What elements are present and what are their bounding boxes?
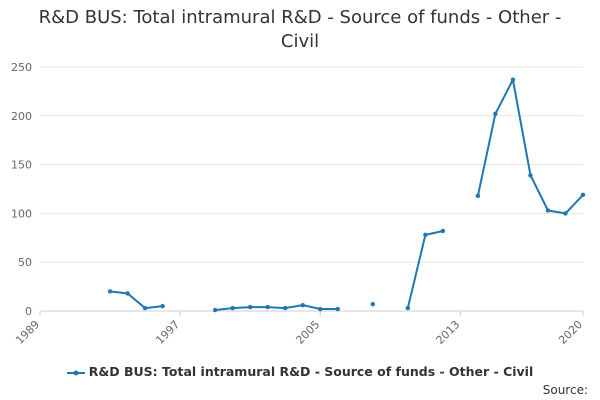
data-point[interactable]	[423, 232, 428, 238]
data-point[interactable]	[283, 305, 288, 311]
legend-label: R&D BUS: Total intramural R&D - Source o…	[88, 364, 534, 379]
source-label[interactable]: Source:	[542, 383, 588, 397]
data-point[interactable]	[247, 304, 253, 310]
data-point[interactable]	[580, 192, 586, 198]
data-point[interactable]	[107, 289, 113, 294]
y-tick-label: 250	[11, 61, 32, 74]
series-line	[215, 304, 338, 311]
x-axis-ticks: 1989 1997 2005 2013 2020	[13, 311, 585, 347]
legend-swatch-icon	[66, 370, 85, 375]
data-point[interactable]	[230, 305, 235, 311]
y-tick-label: 0	[25, 305, 32, 318]
data-point[interactable]	[212, 307, 218, 313]
x-tick-label: 2005	[293, 318, 322, 347]
series-line	[109, 290, 163, 310]
y-tick-label: 150	[11, 159, 32, 172]
y-axis-ticks: 0 50 100 150 200 250	[11, 61, 32, 318]
series-group	[107, 77, 586, 313]
gridlines	[40, 66, 583, 312]
data-point[interactable]	[475, 193, 481, 199]
data-point[interactable]	[265, 304, 270, 310]
data-point[interactable]	[160, 303, 165, 309]
data-point[interactable]	[335, 306, 340, 312]
data-point[interactable]	[510, 77, 516, 82]
data-point[interactable]	[125, 291, 130, 296]
data-point[interactable]	[142, 305, 148, 311]
data-point[interactable]	[405, 305, 411, 311]
x-tick-label: 2013	[434, 318, 463, 347]
data-point[interactable]	[318, 306, 323, 312]
data-point[interactable]	[528, 173, 533, 178]
data-point[interactable]	[370, 301, 376, 307]
y-tick-label: 200	[11, 110, 32, 123]
x-tick-label: 1997	[153, 318, 182, 347]
legend[interactable]: R&D BUS: Total intramural R&D - Source o…	[0, 364, 600, 379]
series-line	[406, 230, 444, 309]
x-tick-label: 2020	[556, 318, 585, 347]
data-point[interactable]	[493, 111, 498, 117]
series-line	[476, 78, 584, 215]
y-tick-label: 100	[11, 207, 32, 220]
data-point[interactable]	[300, 302, 305, 308]
data-point[interactable]	[545, 208, 551, 213]
chart-title: R&D BUS: Total intramural R&D - Source o…	[38, 7, 562, 52]
x-tick-label: 1989	[13, 318, 42, 347]
y-tick-label: 50	[18, 256, 32, 269]
data-point[interactable]	[440, 228, 446, 234]
data-point[interactable]	[563, 211, 568, 216]
